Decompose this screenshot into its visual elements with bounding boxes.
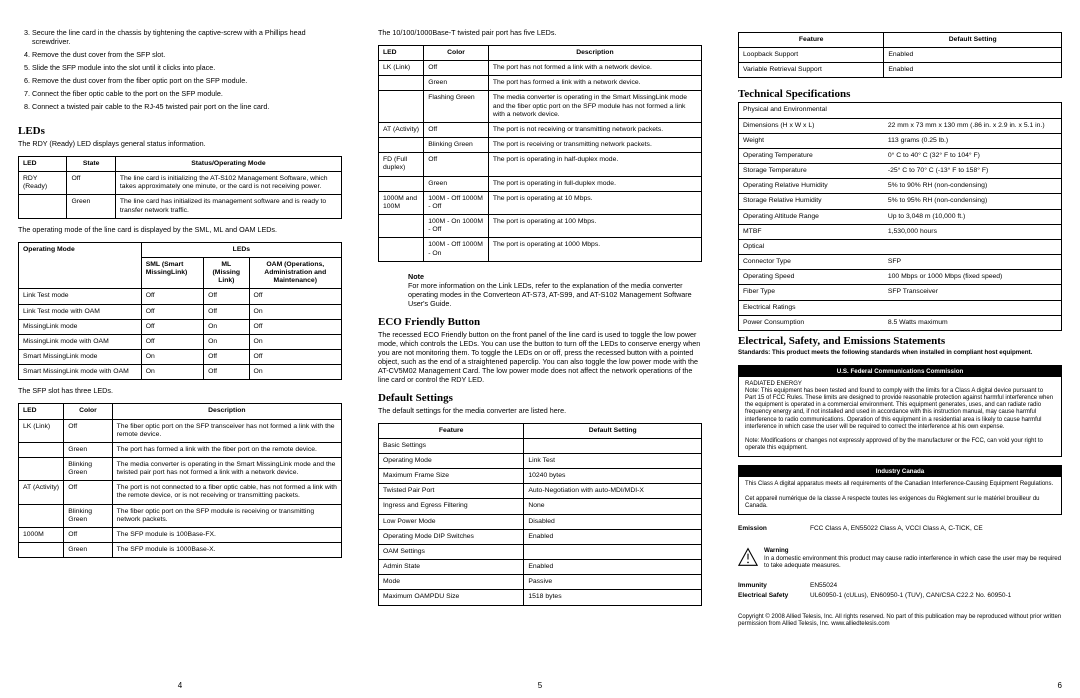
column-2: The 10/100/1000Base-T twisted pair port … <box>360 0 720 698</box>
standards-text: Standards: This product meets the follow… <box>738 349 1062 357</box>
ic-title: Industry Canada <box>739 466 1061 477</box>
fcc-box: U.S. Federal Communications Commission R… <box>738 365 1062 458</box>
warning-block: WarningIn a domestic environment this pr… <box>738 547 1062 569</box>
step-3: Secure the line card in the chassis by t… <box>32 28 342 46</box>
step-5: Slide the SFP module into the slot until… <box>32 63 342 72</box>
leds-intro: The RDY (Ready) LED displays general sta… <box>18 139 342 148</box>
default-table-cont: FeatureDefault Setting Loopback SupportE… <box>738 32 1062 78</box>
mode-table: Operating ModeLEDs SML (Smart MissingLin… <box>18 242 342 381</box>
tp-intro: The 10/100/1000Base-T twisted pair port … <box>378 28 702 37</box>
copyright: Copyright © 2008 Allied Telesis, Inc. Al… <box>738 614 1062 628</box>
eco-body: The recessed ECO Friendly button on the … <box>378 330 702 384</box>
page-number-5: 5 <box>378 673 702 690</box>
page-number-6: 6 <box>738 673 1062 690</box>
warning-icon <box>738 547 758 567</box>
step-7: Connect the fiber optic cable to the por… <box>32 89 342 98</box>
column-1: Secure the line card in the chassis by t… <box>0 0 360 698</box>
default-table: FeatureDefault Setting Basic Settings Op… <box>378 423 702 606</box>
rdy-table: LEDStateStatus/Operating Mode RDY (Ready… <box>18 156 342 219</box>
ese-heading: Electrical, Safety, and Emissions Statem… <box>738 335 1062 347</box>
mode-intro: The operating mode of the line card is d… <box>18 225 342 234</box>
tech-table: Physical and Environmental Dimensions (H… <box>738 102 1062 330</box>
step-4: Remove the dust cover from the SFP slot. <box>32 50 342 59</box>
ic-box: Industry Canada This Class A digital app… <box>738 465 1062 515</box>
default-heading: Default Settings <box>378 392 702 404</box>
column-3: FeatureDefault Setting Loopback SupportE… <box>720 0 1080 698</box>
note-block: Note For more information on the Link LE… <box>378 268 702 312</box>
ic-body: This Class A digital apparatus meets all… <box>739 477 1061 514</box>
step-8: Connect a twisted pair cable to the RJ-4… <box>32 102 342 111</box>
install-steps: Secure the line card in the chassis by t… <box>18 28 342 115</box>
fcc-body: RADIATED ENERGY Note: This equipment has… <box>739 377 1061 457</box>
tech-heading: Technical Specifications <box>738 88 1062 100</box>
sfp-table: LEDColorDescription LK (Link)OffThe fibe… <box>18 403 342 558</box>
eco-heading: ECO Friendly Button <box>378 316 702 328</box>
immunity-safety: ImmunityEN55024 Electrical SafetyUL60950… <box>738 582 1062 602</box>
default-intro: The default settings for the media conve… <box>378 406 702 415</box>
fcc-title: U.S. Federal Communications Commission <box>739 366 1061 377</box>
note-heading: Note <box>408 272 702 281</box>
note-body: For more information on the Link LEDs, r… <box>408 281 702 308</box>
leds-heading: LEDs <box>18 125 342 137</box>
sfp-intro: The SFP slot has three LEDs. <box>18 386 342 395</box>
step-6: Remove the dust cover from the fiber opt… <box>32 76 342 85</box>
emission-row: EmissionFCC Class A, EN55022 Class A, VC… <box>738 525 1062 535</box>
page-number-4: 4 <box>18 673 342 690</box>
tp-table: LEDColorDescription LK (Link)OffThe port… <box>378 45 702 262</box>
warning-text: WarningIn a domestic environment this pr… <box>764 547 1062 569</box>
